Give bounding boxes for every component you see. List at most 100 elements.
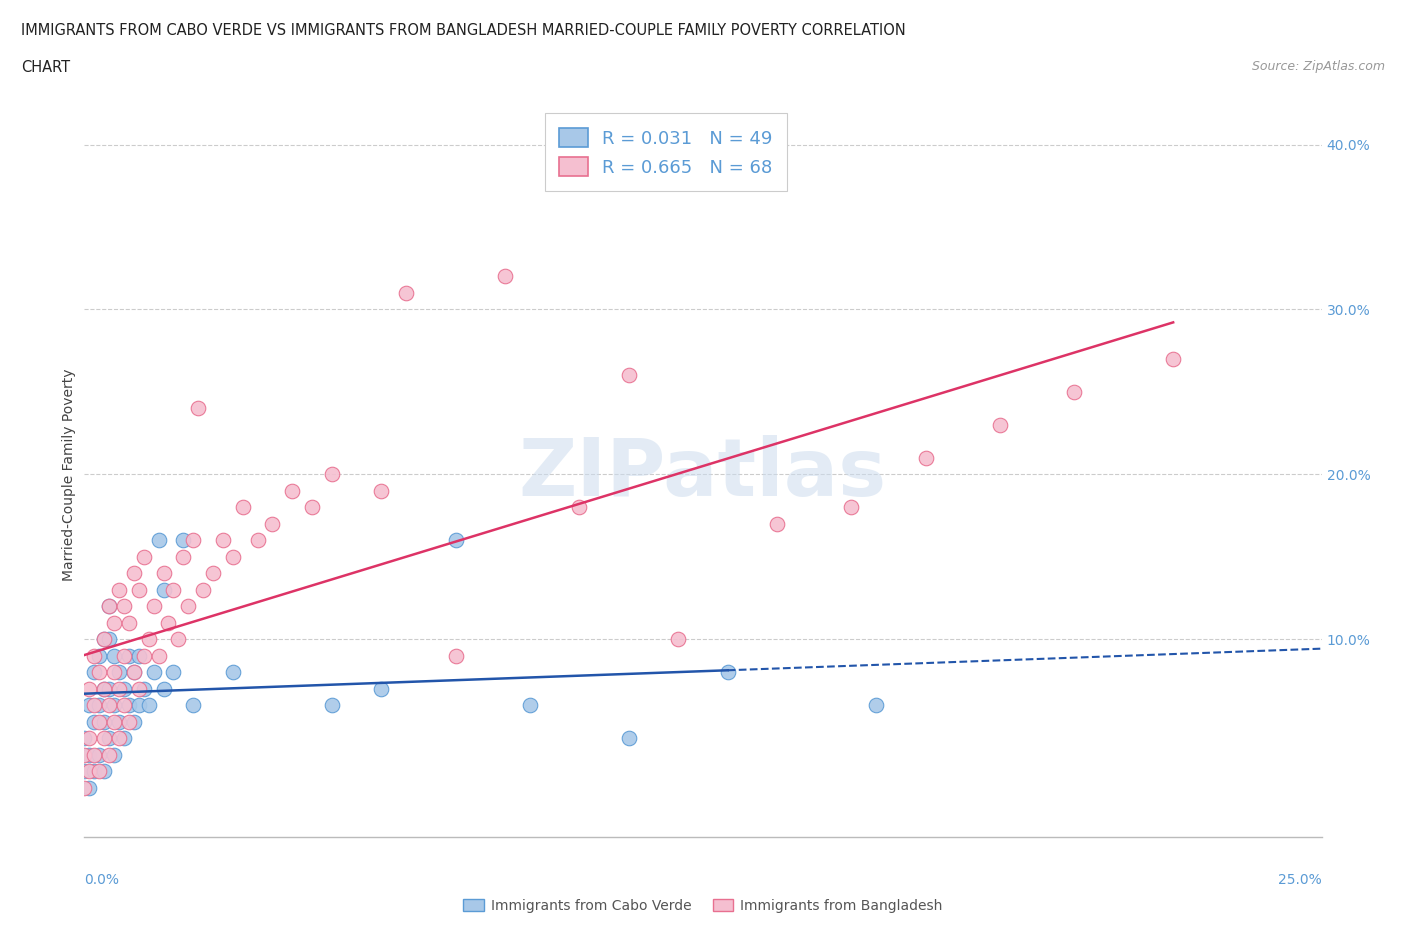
Point: [89, 665, 111, 680]
Point: [181, 698, 204, 712]
Point: [93, 631, 115, 646]
Point: [617, 731, 640, 746]
Point: [138, 698, 160, 712]
Point: [103, 648, 125, 663]
Point: [93, 681, 115, 696]
Point: [89, 764, 111, 778]
Text: 0.0%: 0.0%: [84, 873, 120, 887]
Point: [98, 631, 121, 646]
Point: [89, 698, 111, 712]
Point: [568, 499, 591, 514]
Point: [138, 631, 160, 646]
Point: [128, 681, 150, 696]
Point: [167, 631, 190, 646]
Point: [83, 698, 105, 712]
Point: [181, 533, 204, 548]
Text: ZIPatlas: ZIPatlas: [519, 435, 887, 513]
Point: [222, 550, 245, 565]
Point: [83, 764, 105, 778]
Point: [112, 681, 135, 696]
Point: [108, 665, 131, 680]
Point: [103, 747, 125, 762]
Point: [83, 648, 105, 663]
Point: [89, 648, 111, 663]
Point: [79, 731, 101, 746]
Point: [122, 565, 145, 580]
Point: [370, 484, 392, 498]
Point: [112, 599, 135, 614]
Point: [232, 499, 254, 514]
Point: [370, 681, 392, 696]
Text: 25.0%: 25.0%: [1278, 873, 1322, 887]
Point: [717, 665, 740, 680]
Point: [93, 631, 115, 646]
Point: [444, 533, 467, 548]
Point: [122, 665, 145, 680]
Point: [162, 582, 184, 597]
Point: [83, 665, 105, 680]
Point: [108, 714, 131, 729]
Point: [914, 450, 936, 465]
Point: [98, 731, 121, 746]
Point: [321, 698, 343, 712]
Point: [89, 747, 111, 762]
Text: CHART: CHART: [21, 60, 70, 75]
Point: [494, 269, 516, 284]
Point: [988, 418, 1011, 432]
Point: [79, 764, 101, 778]
Point: [73, 747, 96, 762]
Point: [202, 565, 225, 580]
Point: [148, 533, 170, 548]
Point: [79, 698, 101, 712]
Point: [112, 698, 135, 712]
Point: [112, 648, 135, 663]
Point: [519, 698, 541, 712]
Point: [108, 731, 131, 746]
Point: [128, 648, 150, 663]
Point: [128, 698, 150, 712]
Point: [395, 286, 418, 300]
Point: [83, 714, 105, 729]
Point: [1161, 352, 1184, 366]
Point: [89, 714, 111, 729]
Point: [281, 484, 304, 498]
Point: [93, 714, 115, 729]
Legend: R = 0.031   N = 49, R = 0.665   N = 68: R = 0.031 N = 49, R = 0.665 N = 68: [544, 113, 787, 191]
Point: [93, 731, 115, 746]
Y-axis label: Married-Couple Family Poverty: Married-Couple Family Poverty: [62, 368, 76, 580]
Point: [222, 665, 245, 680]
Point: [93, 764, 115, 778]
Point: [148, 648, 170, 663]
Point: [666, 631, 689, 646]
Point: [122, 665, 145, 680]
Point: [103, 698, 125, 712]
Point: [93, 681, 115, 696]
Point: [118, 616, 141, 631]
Point: [152, 565, 174, 580]
Point: [172, 533, 194, 548]
Point: [841, 499, 863, 514]
Point: [118, 714, 141, 729]
Point: [73, 731, 96, 746]
Point: [112, 731, 135, 746]
Point: [321, 467, 343, 482]
Point: [162, 665, 184, 680]
Point: [617, 368, 640, 383]
Point: [246, 533, 269, 548]
Point: [187, 401, 209, 416]
Point: [132, 681, 155, 696]
Point: [157, 616, 180, 631]
Point: [98, 681, 121, 696]
Legend: Immigrants from Cabo Verde, Immigrants from Bangladesh: Immigrants from Cabo Verde, Immigrants f…: [458, 894, 948, 919]
Point: [108, 681, 131, 696]
Point: [98, 698, 121, 712]
Point: [83, 747, 105, 762]
Point: [79, 780, 101, 795]
Point: [132, 550, 155, 565]
Point: [118, 648, 141, 663]
Point: [766, 516, 789, 531]
Point: [103, 714, 125, 729]
Point: [79, 747, 101, 762]
Point: [73, 780, 96, 795]
Point: [172, 550, 194, 565]
